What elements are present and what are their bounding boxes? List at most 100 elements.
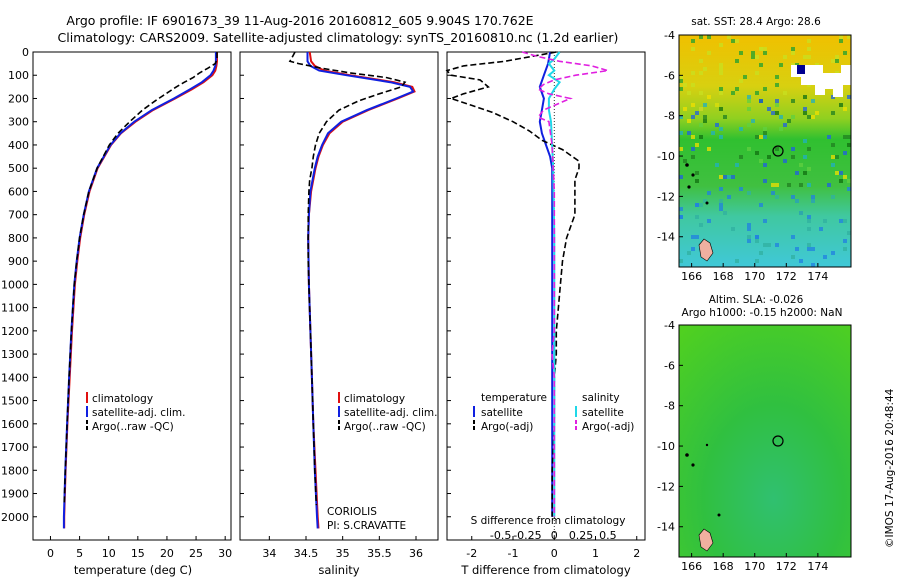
- sst-pixel: [683, 107, 687, 111]
- difference-series: [445, 51, 609, 517]
- latitude-tick-label: -14: [657, 231, 675, 244]
- sst-pixel: [827, 183, 831, 187]
- sst-pixel: [731, 175, 735, 179]
- sst-pixel: [715, 103, 719, 107]
- sst-pixel: [847, 179, 851, 183]
- sst-pixel: [775, 243, 779, 247]
- sst-pixel: [707, 191, 711, 195]
- sst-pixel: [719, 67, 723, 71]
- sst-pixel: [823, 219, 827, 223]
- s-difference-tick-label: -0.25: [513, 529, 541, 542]
- sst-pixel: [831, 155, 835, 159]
- sst-pixel: [819, 227, 823, 231]
- depth-tick-label: 500: [8, 162, 29, 175]
- sst-pixel: [759, 47, 763, 51]
- sst-pixel: [811, 247, 815, 251]
- sst-pixel: [719, 175, 723, 179]
- sst-pixel: [687, 91, 691, 95]
- sst-pixel: [703, 103, 707, 107]
- sst-pixel: [839, 219, 843, 223]
- sst-pixel: [803, 171, 807, 175]
- sst-pixel: [743, 75, 747, 79]
- sst-pixel: [831, 111, 835, 115]
- sst-pixel: [731, 227, 735, 231]
- sst-pixel: [699, 71, 703, 75]
- sst-pixel: [791, 155, 795, 159]
- sst-pixel: [691, 155, 695, 159]
- sst-pixel: [707, 95, 711, 99]
- salinity-tick-label: 34.5: [294, 547, 319, 560]
- sst-pixel: [719, 43, 723, 47]
- sst-pixel: [807, 219, 811, 223]
- sst-pixel: [791, 115, 795, 119]
- sst-pixel: [719, 187, 723, 191]
- argo-raw-line: [288, 51, 407, 506]
- sla-map-title-line1: Altim. SLA: -0.026: [709, 294, 804, 306]
- sst-pixel: [843, 151, 847, 155]
- sst-pixel: [787, 183, 791, 187]
- sst-pixel: [807, 115, 811, 119]
- longitude-tick-label: 174: [807, 560, 828, 573]
- sst-pixel: [763, 47, 767, 51]
- sst-pixel: [755, 239, 759, 243]
- sst-pixel: [699, 223, 703, 227]
- t-difference-tick-label: -1: [508, 547, 519, 560]
- sst-pixel: [775, 183, 779, 187]
- legend-satellite-label: satellite-adj. clim.: [344, 407, 437, 419]
- depth-tick-label: 100: [8, 69, 29, 82]
- sst-pixel: [795, 171, 799, 175]
- sst-pixel: [775, 75, 779, 79]
- temperature-axis-label: temperature (deg C): [74, 563, 192, 577]
- sla-field: [679, 325, 851, 557]
- legend-satellite-label: satellite-adj. clim.: [92, 407, 185, 419]
- salinity-tick-label: 36: [409, 547, 423, 560]
- t-difference-tick-label: -2: [466, 547, 477, 560]
- sst-pixel: [759, 99, 763, 103]
- sst-pixel: [803, 139, 807, 143]
- sst-pixel: [795, 247, 799, 251]
- sst-pixel: [695, 171, 699, 175]
- latitude-tick-label: -4: [664, 319, 675, 332]
- sst-pixel: [683, 159, 687, 163]
- depth-tick-label: 700: [8, 209, 29, 222]
- sst-map-title: sat. SST: 28.4 Argo: 28.6: [691, 16, 821, 28]
- salinity-tick-label: 35.5: [367, 547, 392, 560]
- sla-map-panel: Altim. SLA: -0.026 Argo h1000: -0.15 h20…: [657, 294, 852, 573]
- sst-pixel: [767, 243, 771, 247]
- latitude-tick-label: -6: [664, 69, 675, 82]
- sst-pixel: [759, 135, 763, 139]
- sst-pixel: [811, 199, 815, 203]
- sst-pixel: [719, 135, 723, 139]
- t-satellite-diff-line: [538, 51, 554, 517]
- sst-pixel: [803, 55, 807, 59]
- island-dot: [717, 513, 721, 517]
- depth-tick-label: 1200: [1, 325, 29, 338]
- sst-pixel: [779, 115, 783, 119]
- sst-pixel: [747, 223, 751, 227]
- longitude-tick-label: 166: [681, 270, 702, 283]
- sst-pixel: [839, 35, 843, 39]
- sst-pixel: [695, 179, 699, 183]
- sst-pixel: [747, 191, 751, 195]
- temperature-tick-label: 15: [131, 547, 145, 560]
- sst-pixel: [747, 227, 751, 231]
- latitude-tick-label: -4: [664, 29, 675, 42]
- sst-pixel: [827, 135, 831, 139]
- sst-pixel: [831, 59, 835, 63]
- sst-pixel: [759, 203, 763, 207]
- sst-pixel: [831, 195, 835, 199]
- climatology-line: [307, 51, 416, 529]
- sst-pixel: [847, 135, 851, 139]
- sst-pixel: [823, 255, 827, 259]
- sst-pixel: [807, 215, 811, 219]
- satellite-adj-line: [62, 52, 217, 529]
- sst-pixel: [703, 67, 707, 71]
- sst-pixel: [747, 147, 751, 151]
- sst-pixel: [747, 95, 751, 99]
- sst-pixel: [835, 59, 839, 63]
- sst-pixel: [795, 199, 799, 203]
- t-difference-label: T difference from climatology: [460, 563, 631, 577]
- sst-pixel: [755, 151, 759, 155]
- sst-pixel: [799, 163, 803, 167]
- sst-max-pixel: [797, 65, 805, 74]
